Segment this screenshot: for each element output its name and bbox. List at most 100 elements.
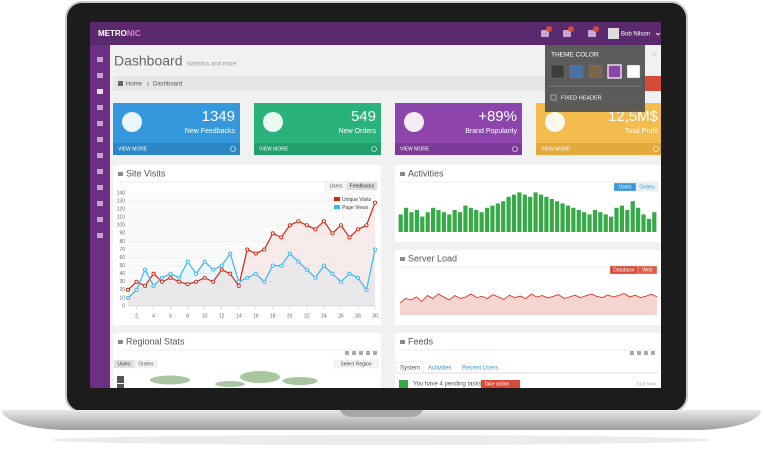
data-point[interactable] (364, 287, 369, 292)
data-point[interactable] (304, 267, 309, 272)
bar[interactable] (630, 201, 635, 232)
data-point[interactable] (355, 227, 361, 232)
panel-tool[interactable] (644, 351, 648, 355)
color-swatch[interactable] (607, 64, 622, 79)
view-more[interactable]: VIEW MORE (118, 146, 148, 152)
bar[interactable] (555, 201, 560, 232)
bar[interactable] (436, 210, 441, 232)
bar[interactable] (447, 214, 452, 232)
toggle-button-label[interactable]: Feedbacks (350, 184, 375, 190)
data-point[interactable] (245, 247, 250, 252)
data-point[interactable] (262, 279, 267, 284)
tab[interactable]: Recent Users (462, 366, 498, 372)
sidebar-icon[interactable] (97, 121, 103, 126)
data-point[interactable] (287, 251, 292, 256)
data-point[interactable] (134, 279, 139, 284)
data-point[interactable] (372, 200, 378, 205)
toggle-button[interactable] (635, 182, 659, 192)
panel-tool[interactable] (345, 351, 349, 355)
toggle-button-label[interactable]: Users (117, 362, 131, 368)
bar[interactable] (592, 210, 598, 232)
view-more[interactable]: VIEW MORE (400, 146, 430, 152)
bar[interactable] (619, 205, 625, 232)
bar[interactable] (517, 192, 522, 232)
bar[interactable] (425, 212, 430, 232)
header-icon[interactable] (588, 30, 596, 37)
data-point[interactable] (296, 259, 301, 264)
bar[interactable] (522, 194, 527, 232)
bar[interactable] (501, 201, 506, 232)
data-point[interactable] (347, 235, 352, 240)
bar[interactable] (636, 207, 641, 232)
data-point[interactable] (142, 283, 148, 288)
data-point[interactable] (279, 263, 284, 268)
data-point[interactable] (372, 247, 378, 252)
data-point[interactable] (211, 267, 216, 272)
range-button[interactable] (643, 76, 661, 91)
zoom-in[interactable] (117, 376, 124, 383)
data-point[interactable] (185, 259, 190, 264)
bar[interactable] (430, 207, 436, 232)
bar[interactable] (609, 216, 614, 232)
bar[interactable] (560, 203, 565, 232)
panel-tool[interactable] (366, 351, 370, 355)
data-point[interactable] (219, 263, 224, 268)
data-point[interactable] (321, 263, 326, 268)
bar[interactable] (587, 214, 592, 232)
tab[interactable]: System (400, 366, 420, 372)
data-point[interactable] (125, 295, 131, 300)
sidebar-icon[interactable] (97, 201, 103, 206)
data-point[interactable] (347, 271, 352, 276)
toggle-button[interactable] (113, 359, 135, 369)
data-point[interactable] (177, 275, 182, 280)
panel-tool[interactable] (630, 351, 634, 355)
toggle-button-label[interactable]: Orders (639, 185, 655, 191)
data-point[interactable] (160, 279, 165, 284)
data-point[interactable] (228, 271, 233, 276)
bar[interactable] (538, 194, 544, 232)
data-point[interactable] (134, 287, 139, 292)
bar[interactable] (571, 207, 576, 232)
bar[interactable] (576, 210, 581, 232)
color-swatch[interactable] (569, 64, 584, 79)
toggle-button-label[interactable]: Web (642, 268, 652, 274)
bar[interactable] (549, 199, 554, 232)
toggle-button-label[interactable]: Database (613, 268, 635, 274)
data-point[interactable] (270, 231, 275, 236)
sidebar-icon[interactable] (97, 153, 103, 158)
select-button-label[interactable]: Select Region (340, 362, 371, 368)
sidebar-icon[interactable] (97, 73, 103, 78)
toggle-button[interactable] (637, 265, 658, 275)
data-point[interactable] (321, 219, 326, 224)
bar[interactable] (468, 207, 473, 232)
data-point[interactable] (355, 275, 361, 280)
data-point[interactable] (202, 275, 207, 280)
sidebar-icon[interactable] (97, 89, 103, 94)
data-point[interactable] (168, 275, 173, 280)
bar[interactable] (598, 212, 603, 232)
color-swatch[interactable] (626, 64, 641, 79)
bar[interactable] (625, 210, 630, 232)
user-name[interactable]: Bob Nilson (621, 32, 650, 38)
color-swatch[interactable] (550, 64, 565, 79)
bar[interactable] (614, 207, 619, 232)
bar[interactable] (490, 205, 495, 232)
data-point[interactable] (313, 227, 318, 232)
stat-footer[interactable] (113, 143, 240, 155)
breadcrumb-item[interactable]: Dashboard (153, 82, 182, 88)
bar[interactable] (441, 212, 446, 232)
toggle-button-label[interactable]: Users (329, 184, 343, 190)
select-button[interactable] (333, 359, 379, 369)
bar[interactable] (528, 196, 533, 232)
bar[interactable] (398, 214, 403, 232)
theme-option[interactable]: FIXED HEADER (561, 95, 602, 101)
toggle-button-label[interactable]: Orders (138, 362, 154, 368)
bar[interactable] (452, 210, 457, 232)
bar[interactable] (463, 205, 468, 232)
data-point[interactable] (151, 271, 156, 276)
badge-label[interactable]: Take action (484, 381, 510, 387)
tab[interactable]: Activities (428, 366, 452, 372)
stat-footer[interactable] (536, 143, 663, 155)
data-point[interactable] (151, 283, 156, 288)
data-point[interactable] (304, 223, 309, 228)
